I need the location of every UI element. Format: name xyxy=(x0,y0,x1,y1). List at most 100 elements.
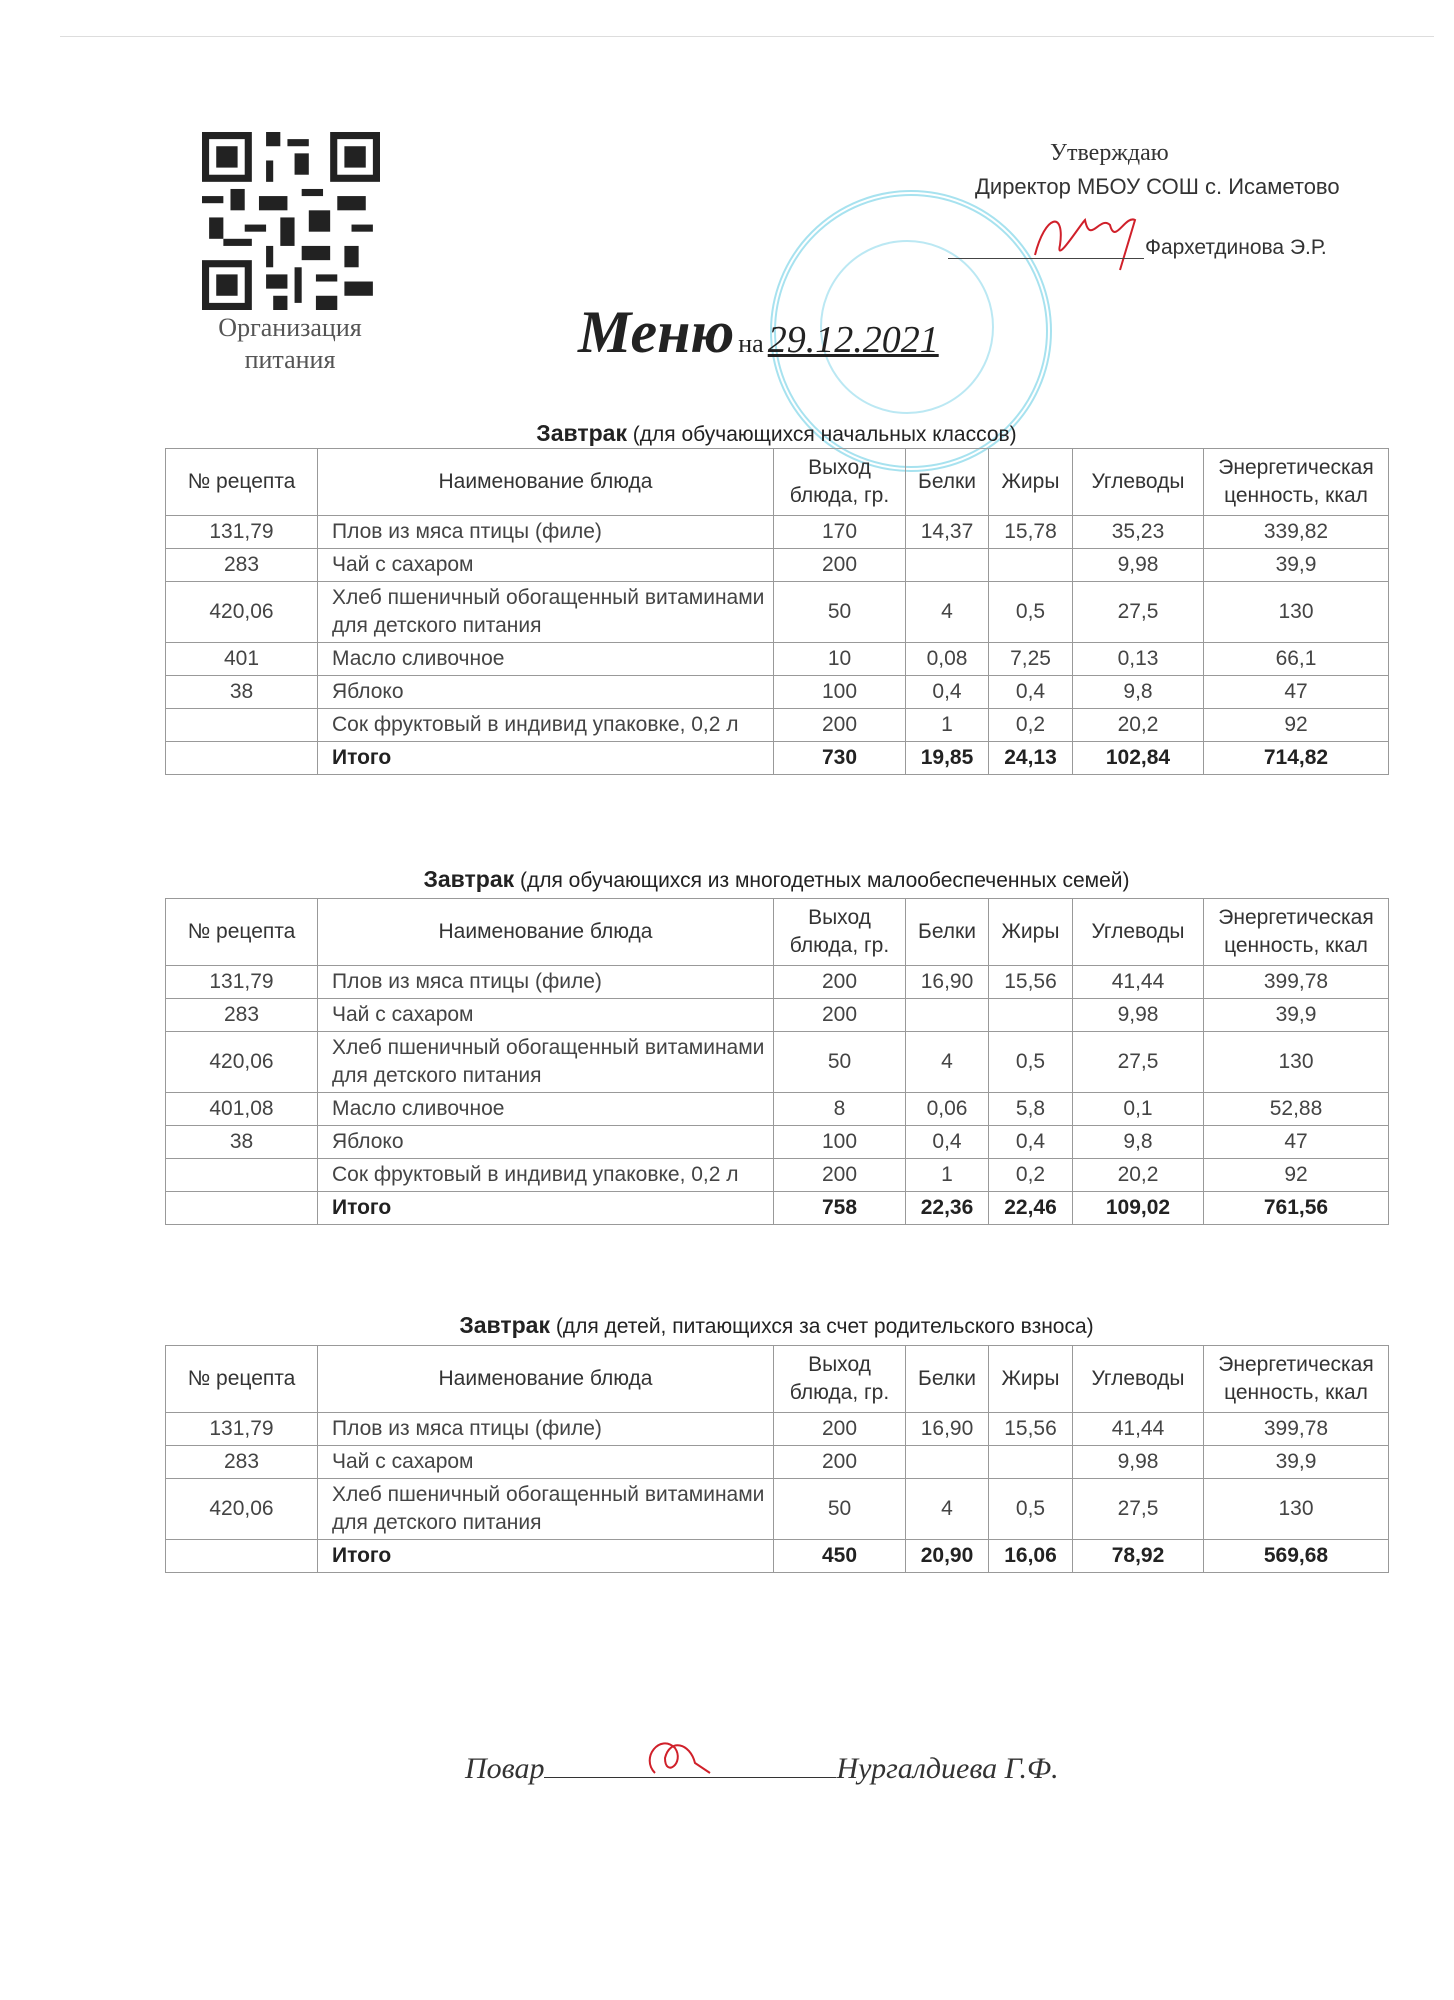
table-cell: 50 xyxy=(773,1478,906,1540)
table-cell: 1 xyxy=(905,1158,989,1192)
director-position: Директор МБОУ СОШ с. Исаметово xyxy=(975,174,1340,199)
column-header: Жиры xyxy=(988,1345,1073,1413)
table-cell xyxy=(165,1158,318,1192)
table-cell: 9,98 xyxy=(1072,1445,1204,1479)
table-cell: 0,13 xyxy=(1072,642,1204,676)
table-header-row: № рецепта Наименование блюда Выход блюда, … xyxy=(165,448,1389,516)
column-header: Наименование блюда xyxy=(317,1345,774,1413)
table-row: 401 Масло сливочное 10 0,08 7,25 0,13 66,1 xyxy=(165,642,1389,676)
table-cell: 39,9 xyxy=(1203,548,1389,582)
section-title-bold: Завтрак xyxy=(423,866,515,892)
table-cell: 92 xyxy=(1203,1158,1389,1192)
total-cell: 569,68 xyxy=(1203,1539,1389,1573)
total-row: Итого 758 22,36 22,46 109,02 761,56 xyxy=(165,1191,1389,1225)
menu-table: № рецепта Наименование блюда Выход блюда, … xyxy=(165,1345,1389,1573)
table-cell: 16,90 xyxy=(905,965,989,999)
table-cell: Масло сливочное xyxy=(317,642,774,676)
table-cell xyxy=(165,708,318,742)
table-cell: 50 xyxy=(773,1031,906,1093)
table-cell: 15,56 xyxy=(988,1412,1073,1446)
table-row: 283 Чай с сахаром 200 9,98 39,9 xyxy=(165,998,1389,1032)
total-cell: 78,92 xyxy=(1072,1539,1204,1573)
table-cell: 420,06 xyxy=(165,1031,318,1093)
table-cell: 131,79 xyxy=(165,965,318,999)
table-cell: 10 xyxy=(773,642,906,676)
table-cell: 420,06 xyxy=(165,1478,318,1540)
total-cell: 109,02 xyxy=(1072,1191,1204,1225)
total-cell xyxy=(165,1191,318,1225)
column-header: Энергетическая ценность, ккал xyxy=(1203,1345,1389,1413)
total-row: Итого 450 20,90 16,06 78,92 569,68 xyxy=(165,1539,1389,1573)
table-cell: Чай с сахаром xyxy=(317,548,774,582)
column-header: Выход блюда, гр. xyxy=(773,898,906,966)
table-cell: 39,9 xyxy=(1203,998,1389,1032)
table-cell: 0,4 xyxy=(905,675,989,709)
total-cell: 19,85 xyxy=(905,741,989,775)
column-header: Жиры xyxy=(988,448,1073,516)
total-row: Итого 730 19,85 24,13 102,84 714,82 xyxy=(165,741,1389,775)
column-header: Белки xyxy=(905,448,989,516)
table-cell: 200 xyxy=(773,548,906,582)
table-row: 420,06 Хлеб пшеничный обогащенный витамин… xyxy=(165,1478,1389,1540)
column-header: Наименование блюда xyxy=(317,898,774,966)
total-cell: 24,13 xyxy=(988,741,1073,775)
total-cell: Итого xyxy=(317,1539,774,1573)
director-signature-line xyxy=(948,258,1144,259)
cook-signature-line xyxy=(544,1753,837,1778)
table-cell xyxy=(988,548,1073,582)
table-cell: Яблоко xyxy=(317,1125,774,1159)
total-cell: 22,46 xyxy=(988,1191,1073,1225)
table-cell: Чай с сахаром xyxy=(317,1445,774,1479)
table-row: 38 Яблоко 100 0,4 0,4 9,8 47 xyxy=(165,1125,1389,1159)
table-cell: 47 xyxy=(1203,1125,1389,1159)
table-cell: 283 xyxy=(165,1445,318,1479)
column-header: Энергетическая ценность, ккал xyxy=(1203,448,1389,516)
table-cell: Хлеб пшеничный обогащенный витаминами дл… xyxy=(317,1478,774,1540)
total-cell: 16,06 xyxy=(988,1539,1073,1573)
table-cell: 1 xyxy=(905,708,989,742)
table-cell: 9,8 xyxy=(1072,675,1204,709)
table-cell: Чай с сахаром xyxy=(317,998,774,1032)
section-title-bold: Завтрак xyxy=(459,1312,550,1338)
table-cell: 200 xyxy=(773,1412,906,1446)
table-cell: 7,25 xyxy=(988,642,1073,676)
table-cell: 20,2 xyxy=(1072,708,1204,742)
table-cell xyxy=(905,1445,989,1479)
table-cell: 100 xyxy=(773,1125,906,1159)
table-cell: 401,08 xyxy=(165,1092,318,1126)
total-cell: Итого xyxy=(317,1191,774,1225)
table-cell: 200 xyxy=(773,1158,906,1192)
table-cell: 100 xyxy=(773,675,906,709)
table-cell: 0,4 xyxy=(988,1125,1073,1159)
table-cell: 4 xyxy=(905,581,989,643)
table-row: 38 Яблоко 100 0,4 0,4 9,8 47 xyxy=(165,675,1389,709)
table-row: 283 Чай с сахаром 200 9,98 39,9 xyxy=(165,548,1389,582)
section-title: Завтрак (для обучающихся из многодетных … xyxy=(165,866,1388,893)
column-header: № рецепта xyxy=(165,448,318,516)
table-cell: 170 xyxy=(773,515,906,549)
section-title-rest: (для обучающихся начальных классов) xyxy=(632,423,1017,446)
table-cell: 27,5 xyxy=(1072,1031,1204,1093)
column-header: Наименование блюда xyxy=(317,448,774,516)
organization-label: Организация питания xyxy=(218,313,362,374)
table-cell: 4 xyxy=(905,1478,989,1540)
table-cell: 0,4 xyxy=(905,1125,989,1159)
menu-table: № рецепта Наименование блюда Выход блюда, … xyxy=(165,898,1389,1225)
cook-role: Повар xyxy=(465,1752,545,1785)
column-header: Углеводы xyxy=(1072,898,1204,966)
table-cell: 401 xyxy=(165,642,318,676)
table-cell: 41,44 xyxy=(1072,965,1204,999)
column-header: Выход блюда, гр. xyxy=(773,448,906,516)
table-cell: Сок фруктовый в индивид упаковке, 0,2 л xyxy=(317,1158,774,1192)
page-title: Меню на 29.12.2021 xyxy=(578,298,939,367)
section-title-bold: Завтрак xyxy=(536,420,627,446)
total-cell: 730 xyxy=(773,741,906,775)
table-cell: Плов из мяса птицы (филе) xyxy=(317,515,774,549)
table-cell: 0,4 xyxy=(988,675,1073,709)
table-row: 420,06 Хлеб пшеничный обогащенный витамин… xyxy=(165,581,1389,643)
column-header: № рецепта xyxy=(165,898,318,966)
table-cell: 283 xyxy=(165,998,318,1032)
table-row: 420,06 Хлеб пшеничный обогащенный витамин… xyxy=(165,1031,1389,1093)
section-title-rest: (для обучающихся из многодетных малообес… xyxy=(519,869,1130,892)
